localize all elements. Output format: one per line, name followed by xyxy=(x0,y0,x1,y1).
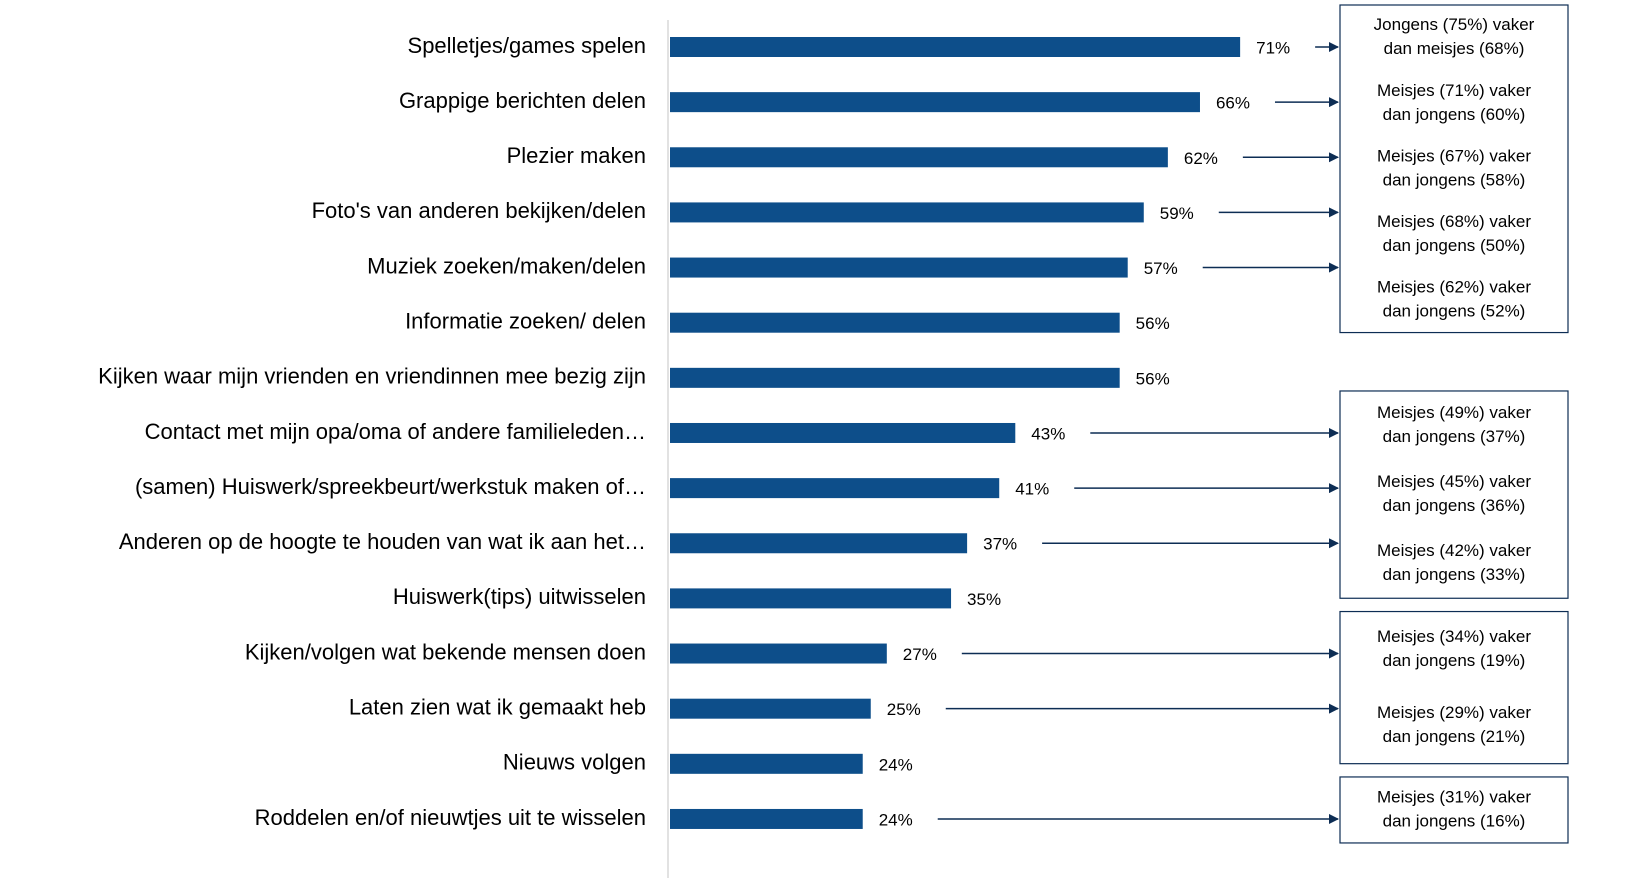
category-label: Nieuws volgen xyxy=(503,750,646,775)
category-label: Grappige berichten delen xyxy=(399,88,646,113)
bar xyxy=(670,92,1200,113)
bar xyxy=(670,37,1241,57)
value-label: 66% xyxy=(1216,94,1250,113)
value-label: 35% xyxy=(967,590,1001,609)
category-label: Contact met mijn opa/oma of andere famil… xyxy=(145,419,646,444)
annotation-box xyxy=(1339,776,1569,844)
value-label: 59% xyxy=(1160,204,1194,223)
bar xyxy=(670,257,1128,278)
annotation-text: dan jongens (21%) xyxy=(1383,727,1526,746)
value-label: 25% xyxy=(887,700,921,719)
bar xyxy=(670,202,1144,223)
value-label: 43% xyxy=(1031,424,1065,443)
annotation-text: Meisjes (49%) vaker xyxy=(1377,403,1531,422)
annotation-text: dan jongens (52%) xyxy=(1383,301,1526,320)
category-label: Laten zien wat ik gemaakt heb xyxy=(349,694,646,719)
bar xyxy=(670,753,863,774)
category-label: Plezier maken xyxy=(507,143,646,168)
annotation-text: dan jongens (36%) xyxy=(1383,496,1526,515)
bar xyxy=(670,147,1168,168)
bar xyxy=(670,533,968,554)
category-label: Foto's van anderen bekijken/delen xyxy=(312,198,646,223)
category-label: Anderen op de hoogte te houden van wat i… xyxy=(119,529,646,554)
bar xyxy=(670,312,1120,333)
annotation-text: dan meisjes (68%) xyxy=(1384,39,1525,58)
annotation-text: dan jongens (37%) xyxy=(1383,427,1526,446)
annotation-text: Jongens (75%) vaker xyxy=(1374,15,1535,34)
annotation-text: Meisjes (68%) vaker xyxy=(1377,212,1531,231)
category-label: Kijken waar mijn vrienden en vriendinnen… xyxy=(98,364,646,389)
annotation-text: Meisjes (45%) vaker xyxy=(1377,472,1531,491)
bar xyxy=(670,478,1000,499)
annotation-text: Meisjes (29%) vaker xyxy=(1377,703,1531,722)
value-label: 37% xyxy=(983,535,1017,554)
annotation-text: dan jongens (58%) xyxy=(1383,170,1526,189)
value-label: 71% xyxy=(1256,38,1290,57)
value-label: 41% xyxy=(1015,480,1049,499)
bar xyxy=(670,422,1016,443)
annotation-text: Meisjes (62%) vaker xyxy=(1377,277,1531,296)
category-label: Huiswerk(tips) uitwisselen xyxy=(393,584,646,609)
category-label: Spelletjes/games spelen xyxy=(408,33,646,58)
annotation-text: Meisjes (34%) vaker xyxy=(1377,627,1531,646)
annotation-text: dan jongens (19%) xyxy=(1383,651,1526,670)
value-label: 57% xyxy=(1144,259,1178,278)
annotation-text: Meisjes (67%) vaker xyxy=(1377,146,1531,165)
annotation-box xyxy=(1339,610,1569,765)
value-label: 56% xyxy=(1136,314,1170,333)
annotation-text: Meisjes (71%) vaker xyxy=(1377,81,1531,100)
bar xyxy=(670,367,1120,388)
annotation-box xyxy=(1339,390,1569,599)
bar xyxy=(670,808,863,829)
bar xyxy=(670,643,887,664)
value-label: 24% xyxy=(879,755,913,774)
category-label: Kijken/volgen wat bekende mensen doen xyxy=(245,639,646,664)
value-label: 56% xyxy=(1136,369,1170,388)
category-label: Roddelen en/of nieuwtjes uit te wisselen xyxy=(255,805,646,830)
category-label: Informatie zoeken/ delen xyxy=(405,309,646,334)
value-label: 27% xyxy=(903,645,937,664)
annotation-box xyxy=(1339,4,1569,334)
value-label: 24% xyxy=(879,810,913,829)
annotation-text: dan jongens (33%) xyxy=(1383,565,1526,584)
category-label: (samen) Huiswerk/spreekbeurt/werkstuk ma… xyxy=(135,474,646,499)
annotation-text: Meisjes (31%) vaker xyxy=(1377,787,1531,806)
category-label: Muziek zoeken/maken/delen xyxy=(367,253,646,278)
annotation-text: dan jongens (16%) xyxy=(1383,811,1526,830)
annotation-text: Meisjes (42%) vaker xyxy=(1377,541,1531,560)
bar xyxy=(670,698,871,719)
value-label: 62% xyxy=(1184,149,1218,168)
bar xyxy=(670,588,952,609)
annotation-text: dan jongens (60%) xyxy=(1383,105,1526,124)
annotation-text: dan jongens (50%) xyxy=(1383,236,1526,255)
